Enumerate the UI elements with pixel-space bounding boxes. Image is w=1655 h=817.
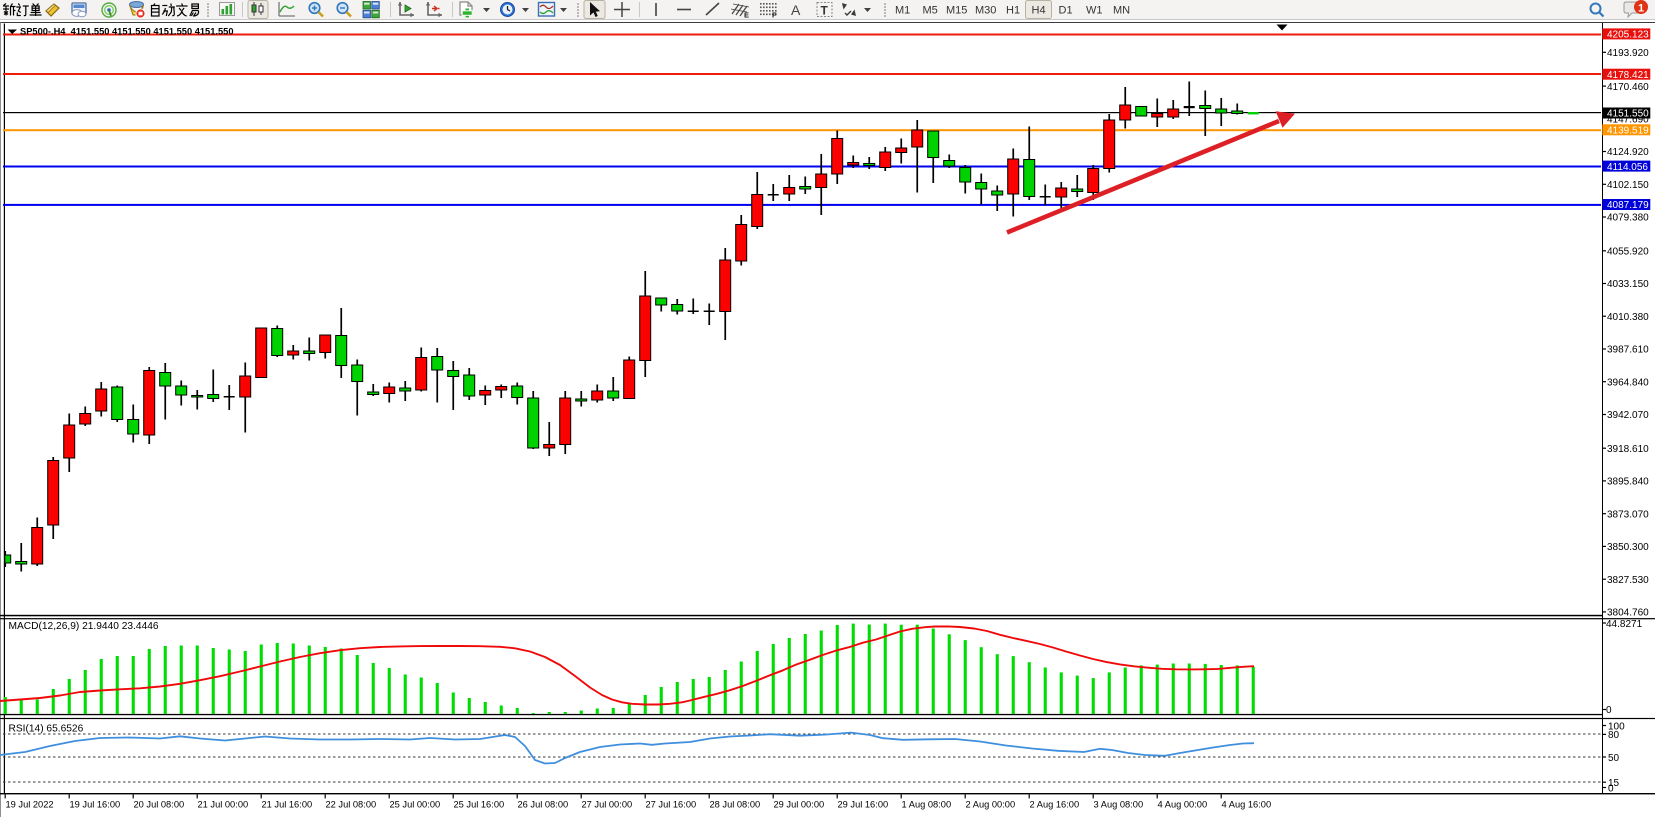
svg-text:T: T <box>821 4 829 18</box>
svg-text:0: 0 <box>1608 783 1614 794</box>
svg-text:M15: M15 <box>946 5 967 17</box>
svg-text:3 Aug 08:00: 3 Aug 08:00 <box>1094 800 1144 810</box>
svg-text:MN: MN <box>1113 5 1130 17</box>
svg-text:21 Jul 00:00: 21 Jul 00:00 <box>198 800 249 810</box>
svg-text:27 Jul 16:00: 27 Jul 16:00 <box>646 800 697 810</box>
svg-text:80: 80 <box>1608 730 1620 741</box>
svg-text:4055.920: 4055.920 <box>1607 247 1649 258</box>
svg-text:4114.056: 4114.056 <box>1607 162 1648 173</box>
svg-text:4033.150: 4033.150 <box>1607 279 1649 290</box>
svg-text:3964.840: 3964.840 <box>1607 377 1649 388</box>
svg-text:19 Jul 16:00: 19 Jul 16:00 <box>70 800 121 810</box>
svg-text:4 Aug 16:00: 4 Aug 16:00 <box>1222 800 1272 810</box>
svg-text:4205.123: 4205.123 <box>1607 30 1649 41</box>
svg-text:15: 15 <box>1608 778 1620 789</box>
svg-text:3895.840: 3895.840 <box>1607 477 1649 488</box>
svg-text:28 Jul 08:00: 28 Jul 08:00 <box>710 800 761 810</box>
svg-text:29 Jul 00:00: 29 Jul 00:00 <box>774 800 825 810</box>
svg-text:4139.519: 4139.519 <box>1607 126 1649 137</box>
svg-text:4 Aug 00:00: 4 Aug 00:00 <box>1158 800 1208 810</box>
svg-text:H1: H1 <box>1006 5 1020 17</box>
svg-text:F: F <box>772 11 777 20</box>
svg-text:SP500-.H4 4151.550 4151.550 4: SP500-.H4 4151.550 4151.550 4151.550 415… <box>20 26 234 36</box>
svg-text:MACD(12,26,9) 21.9440 23.4446: MACD(12,26,9) 21.9440 23.4446 <box>9 621 159 632</box>
svg-text:19 Jul 2022: 19 Jul 2022 <box>6 800 54 810</box>
svg-text:4147.690: 4147.690 <box>1607 114 1649 125</box>
svg-text:50: 50 <box>1608 753 1620 764</box>
svg-text:29 Jul 16:00: 29 Jul 16:00 <box>838 800 889 810</box>
svg-text:4170.460: 4170.460 <box>1607 82 1649 93</box>
svg-text:27 Jul 00:00: 27 Jul 00:00 <box>582 800 633 810</box>
svg-text:1 Aug 08:00: 1 Aug 08:00 <box>902 800 952 810</box>
svg-text:H4: H4 <box>1032 5 1046 17</box>
svg-text:4151.550: 4151.550 <box>1607 109 1649 120</box>
svg-text:A: A <box>791 2 801 18</box>
svg-text:3942.070: 3942.070 <box>1607 410 1649 421</box>
svg-text:44.8271: 44.8271 <box>1606 619 1643 630</box>
svg-text:2 Aug 16:00: 2 Aug 16:00 <box>1030 800 1080 810</box>
svg-text:20 Jul 08:00: 20 Jul 08:00 <box>134 800 185 810</box>
svg-text:4102.150: 4102.150 <box>1607 180 1649 191</box>
svg-text:4079.380: 4079.380 <box>1607 213 1649 224</box>
svg-text:3987.610: 3987.610 <box>1607 345 1649 356</box>
svg-text:25 Jul 00:00: 25 Jul 00:00 <box>390 800 441 810</box>
svg-text:4124.920: 4124.920 <box>1607 147 1649 158</box>
svg-text:3873.070: 3873.070 <box>1607 509 1649 520</box>
svg-text:E: E <box>744 11 749 20</box>
svg-text:4193.920: 4193.920 <box>1607 48 1649 59</box>
svg-text:4010.380: 4010.380 <box>1607 312 1649 323</box>
svg-text:4087.179: 4087.179 <box>1607 200 1649 211</box>
svg-text:M1: M1 <box>895 5 910 17</box>
svg-text:0: 0 <box>1606 705 1612 716</box>
svg-text:D1: D1 <box>1059 5 1073 17</box>
svg-text:M30: M30 <box>975 5 996 17</box>
svg-text:25 Jul 16:00: 25 Jul 16:00 <box>454 800 505 810</box>
svg-text:4178.421: 4178.421 <box>1607 70 1649 81</box>
svg-text:21 Jul 16:00: 21 Jul 16:00 <box>262 800 313 810</box>
svg-text:1: 1 <box>1638 3 1644 15</box>
svg-text:100: 100 <box>1608 721 1625 732</box>
svg-text:RSI(14) 65.6526: RSI(14) 65.6526 <box>9 723 84 734</box>
svg-text:3850.300: 3850.300 <box>1607 542 1649 553</box>
svg-text:22 Jul 08:00: 22 Jul 08:00 <box>326 800 377 810</box>
svg-text:M5: M5 <box>923 5 938 17</box>
svg-text:2 Aug 00:00: 2 Aug 00:00 <box>966 800 1016 810</box>
svg-text:26 Jul 08:00: 26 Jul 08:00 <box>518 800 569 810</box>
svg-text:3827.530: 3827.530 <box>1607 575 1649 586</box>
svg-text:3918.610: 3918.610 <box>1607 444 1649 455</box>
svg-text:W1: W1 <box>1086 5 1103 17</box>
svg-text:3804.760: 3804.760 <box>1607 608 1649 619</box>
